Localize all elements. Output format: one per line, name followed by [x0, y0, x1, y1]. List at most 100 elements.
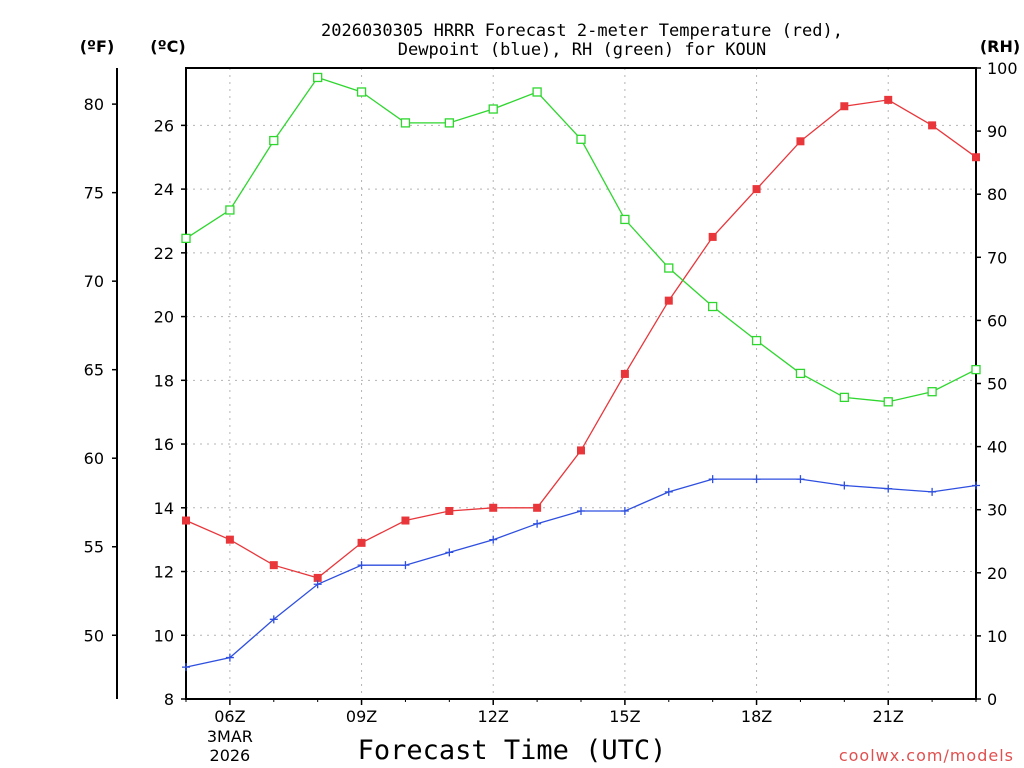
grid-lines: [186, 68, 976, 700]
f-tick-label: 80: [84, 95, 104, 114]
rh-tick-label: 40: [987, 438, 1007, 457]
c-tick-label: 24: [154, 180, 174, 199]
dewpoint-point: [313, 580, 322, 589]
chart-title-line2: Dewpoint (blue), RH (green) for KOUN: [398, 40, 766, 60]
temperature-point: [664, 296, 673, 305]
x-tick-label: 21Z: [873, 707, 904, 726]
dewpoint-point: [445, 548, 454, 557]
temperature-point: [269, 561, 278, 570]
dewpoint-point: [884, 484, 893, 493]
f-tick-label: 60: [84, 449, 104, 468]
temperature-point: [182, 516, 190, 525]
rh-point: [751, 335, 762, 346]
rh-point: [795, 368, 806, 379]
rh-tick-label: 20: [987, 564, 1007, 583]
temperature-point: [752, 185, 761, 194]
celsius-unit-label: (ºC): [150, 37, 185, 56]
rh-point: [839, 392, 849, 403]
rh-series: [181, 72, 981, 407]
rh-tick-label: 60: [987, 311, 1007, 330]
dewpoint-point: [225, 653, 234, 662]
rh-point: [576, 134, 586, 144]
dewpoint-point: [840, 481, 849, 490]
rh-point: [225, 205, 235, 215]
fahrenheit-unit-label: (ºF): [80, 37, 115, 56]
rh-tick-label: 100: [987, 59, 1018, 78]
c-tick-label: 18: [154, 371, 174, 390]
dewpoint-point: [708, 475, 717, 484]
c-tick-label: 16: [154, 435, 174, 454]
c-tick-label: 8: [164, 690, 174, 709]
rh-point: [883, 397, 893, 407]
temperature-line: [185, 99, 977, 579]
temperature-point: [884, 95, 893, 104]
rh-tick-label: 10: [987, 627, 1007, 646]
rh-tick-label: 70: [987, 248, 1007, 267]
c-tick-label: 12: [154, 563, 174, 582]
rh-point: [532, 87, 542, 97]
temperature-point: [445, 506, 454, 515]
dewpoint-point: [664, 487, 673, 496]
rh-axis: 0 10 20 30 40 50 60 70 80 90 100: [976, 59, 1018, 709]
temperature-point: [620, 369, 629, 378]
x-tick-label: 18Z: [741, 707, 772, 726]
dewpoint-point: [577, 506, 585, 515]
rh-point: [444, 118, 454, 128]
f-tick-label: 50: [84, 626, 104, 645]
x-tick-label: 15Z: [609, 707, 640, 726]
dewpoint-point: [796, 475, 805, 484]
rh-point: [269, 135, 279, 146]
dewpoint-point: [752, 475, 761, 484]
rh-point: [356, 87, 367, 97]
c-tick-label: 20: [154, 308, 174, 327]
x-date-label: 3MAR: [207, 727, 253, 746]
f-tick-label: 70: [84, 272, 104, 291]
dewpoint-point: [401, 561, 410, 570]
rh-line: [185, 76, 977, 403]
rh-tick-label: 0: [987, 690, 997, 709]
celsius-axis: 8 10 12 14 16 18 20 22 24 26: [154, 116, 186, 709]
rh-tick-label: 90: [987, 122, 1007, 141]
f-tick-label: 75: [84, 184, 104, 203]
f-tick-label: 55: [84, 538, 104, 557]
dewpoint-point: [533, 519, 542, 528]
rh-point: [488, 104, 498, 114]
temperature-point: [708, 232, 717, 241]
rh-point: [400, 118, 411, 128]
temperature-point: [225, 535, 234, 544]
temperature-point: [928, 121, 937, 130]
dewpoint-point: [489, 535, 498, 544]
x-year-label: 2026: [210, 746, 251, 765]
rh-point: [971, 364, 981, 375]
chart-title-line1: 2026030305 HRRR Forecast 2-meter Tempera…: [321, 21, 843, 41]
x-tick-label: 06Z: [214, 707, 245, 726]
rh-point: [927, 387, 937, 397]
temperature-point: [577, 446, 585, 455]
rh-unit-label: (RH): [980, 37, 1020, 56]
temperature-point: [840, 102, 849, 111]
rh-tick-label: 50: [987, 375, 1007, 394]
x-tick-label: 09Z: [346, 707, 377, 726]
rh-point: [708, 301, 718, 312]
dewpoint-point: [182, 663, 190, 672]
temperature-point: [357, 538, 366, 547]
plot-frame: [116, 67, 977, 700]
c-tick-label: 10: [154, 626, 174, 645]
temperature-point: [796, 137, 805, 146]
c-tick-label: 22: [154, 244, 174, 263]
rh-point: [313, 72, 323, 83]
rh-point: [181, 233, 191, 244]
dewpoint-point: [620, 506, 629, 515]
f-tick-label: 65: [84, 361, 104, 380]
temperature-series: [182, 95, 980, 582]
dewpoint-series: [182, 475, 980, 672]
credit-text: coolwx.com/models: [839, 746, 1014, 765]
temperature-point: [533, 503, 542, 512]
c-tick-label: 26: [154, 116, 174, 135]
data-series: [181, 72, 981, 672]
temperature-point: [972, 153, 980, 162]
x-tick-label: 12Z: [478, 707, 509, 726]
temperature-point: [489, 503, 498, 512]
